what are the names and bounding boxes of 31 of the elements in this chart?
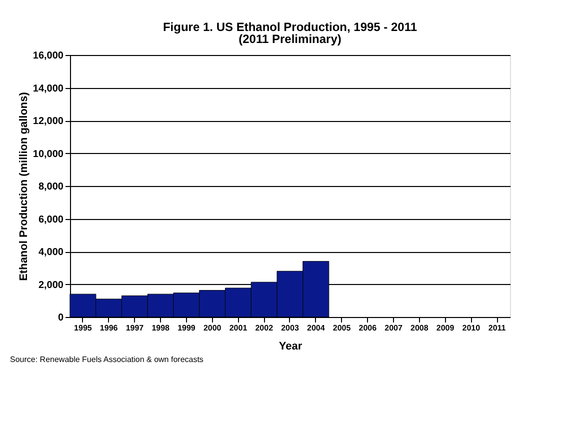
x-tick-label: 2009 bbox=[436, 324, 455, 332]
x-tick-label: 2006 bbox=[358, 324, 378, 332]
y-tick-label: 16,000 bbox=[32, 50, 64, 62]
y-tick-label: 4,000 bbox=[38, 247, 64, 258]
x-tick-label: 1998 bbox=[152, 324, 170, 332]
y-tick-label: 12,000 bbox=[32, 116, 64, 127]
x-tick-label: 2003 bbox=[281, 324, 300, 332]
x-tick-label: 2010 bbox=[462, 324, 481, 332]
y-tick-label: 8,000 bbox=[38, 182, 64, 192]
x-tick-label: 1997 bbox=[126, 324, 144, 332]
x-tick-label: 2011 bbox=[488, 324, 506, 332]
x-axis-title: Year bbox=[278, 340, 303, 352]
chart-title: Figure 1. US Ethanol Production, 1995 - 2011 bbox=[162, 20, 418, 34]
y-tick-label: 2,000 bbox=[38, 280, 64, 291]
y-tick-label: 10,000 bbox=[32, 148, 64, 160]
x-tick-label: 2008 bbox=[410, 324, 429, 332]
y-tick-label: 0 bbox=[58, 312, 64, 324]
x-tick-label: 2007 bbox=[384, 324, 403, 332]
y-tick-label: 6,000 bbox=[38, 214, 64, 226]
x-tick-label: 2002 bbox=[255, 324, 274, 332]
x-tick-label: 2001 bbox=[229, 324, 248, 332]
chart-subtitle: (2011 Preliminary) bbox=[238, 32, 342, 46]
x-tick-label: 2004 bbox=[306, 324, 326, 332]
y-axis-title: Ethanol Production (million gallons) bbox=[18, 92, 30, 281]
x-tick-label: 2005 bbox=[332, 324, 352, 332]
x-tick-label: 1999 bbox=[178, 324, 196, 332]
x-tick-label: 1995 bbox=[74, 324, 92, 332]
source-note: Source: Renewable Fuels Association & own forecasts bbox=[10, 355, 204, 364]
y-tick-label: 14,000 bbox=[32, 83, 64, 94]
x-tick-label: 2000 bbox=[203, 324, 222, 332]
x-tick-label: 1996 bbox=[100, 324, 118, 332]
